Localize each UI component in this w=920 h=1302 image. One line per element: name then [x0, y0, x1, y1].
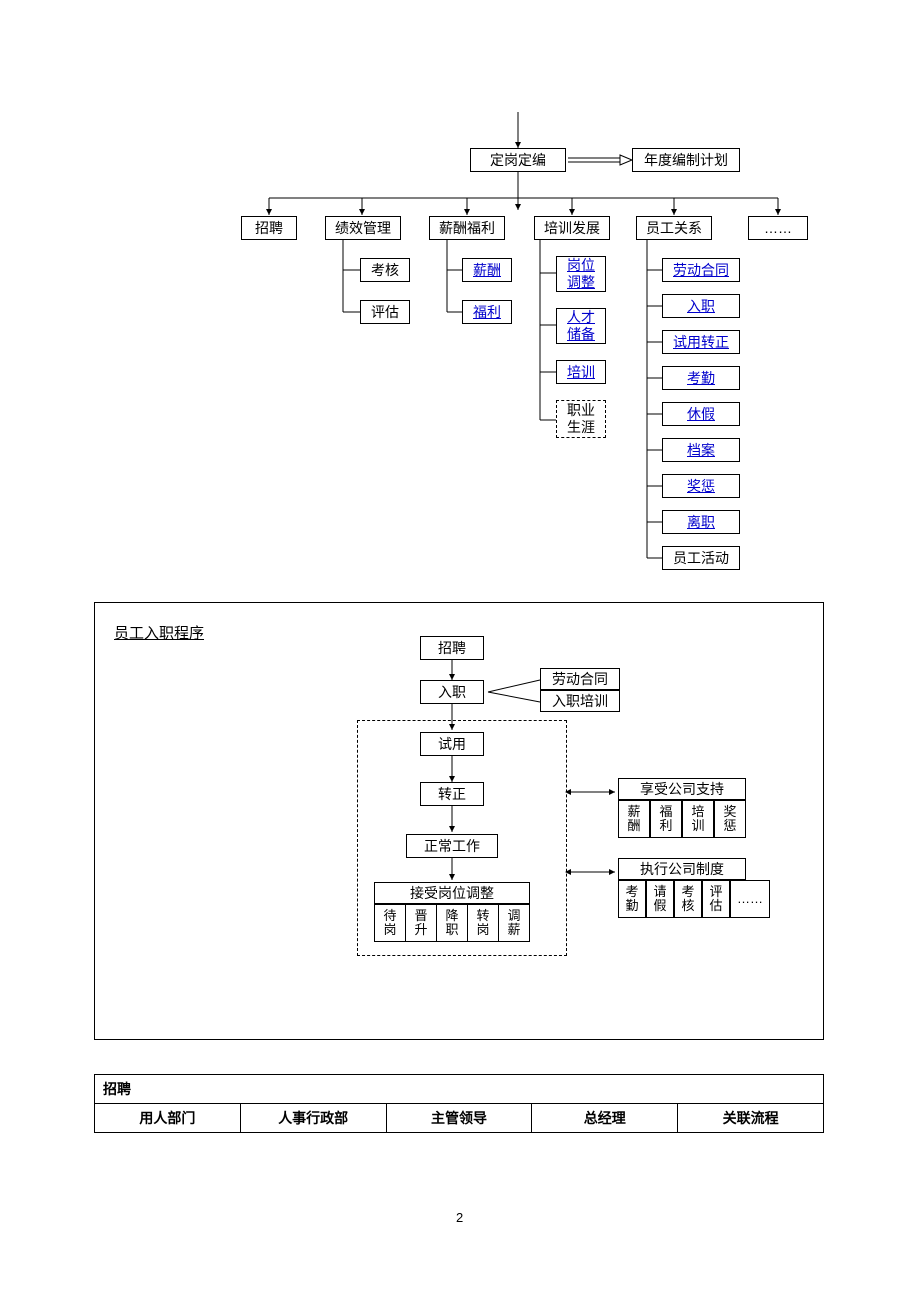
adjust-4: 调 薪: [498, 904, 530, 942]
label: 档案: [687, 442, 715, 459]
emp-child-7[interactable]: 离职: [662, 510, 740, 534]
label: 劳动合同: [673, 262, 729, 279]
label: 入职: [438, 684, 466, 701]
support-0: 薪 酬: [618, 800, 650, 838]
label: ……: [764, 220, 792, 237]
onboard-title: 员工入职程序: [114, 622, 204, 643]
perf-child-0: 考核: [360, 258, 410, 282]
train-child-0[interactable]: 岗位 调整: [556, 256, 606, 292]
support-1: 福 利: [650, 800, 682, 838]
adjust-1: 晋 升: [405, 904, 437, 942]
label: 考核: [371, 262, 399, 279]
step-recruit: 招聘: [420, 636, 484, 660]
col-0: 用人部门: [95, 1104, 241, 1133]
label: 员工活动: [673, 550, 729, 567]
page: 定岗定编 年度编制计划 招聘 绩效管理 薪酬福利 培训发展 员工关系 …… 考核…: [0, 0, 920, 1302]
perf-child-1: 评估: [360, 300, 410, 324]
label: 入职: [687, 298, 715, 315]
comp-child-1[interactable]: 福利: [462, 300, 512, 324]
label: 接受岗位调整: [410, 885, 494, 902]
tbl-title: 招聘: [95, 1075, 824, 1104]
label: 绩效管理: [335, 220, 391, 237]
label: 执行公司制度: [640, 861, 724, 878]
node-root: 定岗定编: [470, 148, 566, 172]
branch-train: 培训发展: [534, 216, 610, 240]
label: 休假: [687, 406, 715, 423]
label: 享受公司支持: [640, 781, 724, 798]
adjust-0: 待 岗: [374, 904, 406, 942]
system-4: ……: [730, 880, 770, 918]
label: 评估: [371, 304, 399, 321]
adjust-3: 转 岗: [467, 904, 499, 942]
branch-more: ……: [748, 216, 808, 240]
col-2: 主管领导: [386, 1104, 532, 1133]
side-train: 入职培训: [540, 690, 620, 712]
label-root: 定岗定编: [490, 152, 546, 169]
emp-child-3[interactable]: 考勤: [662, 366, 740, 390]
emp-child-8: 员工活动: [662, 546, 740, 570]
emp-child-4[interactable]: 休假: [662, 402, 740, 426]
branch-perf: 绩效管理: [325, 216, 401, 240]
system-2: 考 核: [674, 880, 702, 918]
label: 奖惩: [687, 478, 715, 495]
col-3: 总经理: [532, 1104, 678, 1133]
comp-child-0[interactable]: 薪酬: [462, 258, 512, 282]
node-annual-plan: 年度编制计划: [632, 148, 740, 172]
adjust-header: 接受岗位调整: [374, 882, 530, 904]
col-4: 关联流程: [678, 1104, 824, 1133]
system-3: 评 估: [702, 880, 730, 918]
label: 薪酬福利: [439, 220, 495, 237]
support-3: 奖 惩: [714, 800, 746, 838]
adjust-2: 降 职: [436, 904, 468, 942]
label: 正常工作: [424, 838, 480, 855]
step-work: 正常工作: [406, 834, 498, 858]
emp-child-0[interactable]: 劳动合同: [662, 258, 740, 282]
label: 人才 储备: [567, 309, 595, 343]
train-child-2[interactable]: 培训: [556, 360, 606, 384]
step-onboard: 入职: [420, 680, 484, 704]
label: 薪酬: [473, 262, 501, 279]
branch-recruit: 招聘: [241, 216, 297, 240]
label: 福利: [473, 304, 501, 321]
label: 职业 生涯: [567, 402, 595, 436]
label: 培训发展: [544, 220, 600, 237]
emp-child-6[interactable]: 奖惩: [662, 474, 740, 498]
step-regular: 转正: [420, 782, 484, 806]
emp-child-1[interactable]: 入职: [662, 294, 740, 318]
system-0: 考 勤: [618, 880, 646, 918]
side-contract: 劳动合同: [540, 668, 620, 690]
step-trial: 试用: [420, 732, 484, 756]
label: 岗位 调整: [567, 257, 595, 291]
train-child-3: 职业 生涯: [556, 400, 606, 438]
label: 转正: [438, 786, 466, 803]
branch-comp: 薪酬福利: [429, 216, 505, 240]
label-annual-plan: 年度编制计划: [644, 152, 728, 169]
train-child-1[interactable]: 人才 储备: [556, 308, 606, 344]
label: 招聘: [255, 220, 283, 237]
branch-emp: 员工关系: [636, 216, 712, 240]
page-number: 2: [456, 1210, 463, 1225]
label: 考勤: [687, 370, 715, 387]
support-2: 培 训: [682, 800, 714, 838]
col-1: 人事行政部: [240, 1104, 386, 1133]
label: 员工关系: [646, 220, 702, 237]
system-header: 执行公司制度: [618, 858, 746, 880]
top-tree-lines: [0, 0, 920, 600]
recruit-table: 招聘 用人部门 人事行政部 主管领导 总经理 关联流程: [94, 1074, 824, 1133]
label: 劳动合同: [552, 671, 608, 688]
emp-child-5[interactable]: 档案: [662, 438, 740, 462]
label: 离职: [687, 514, 715, 531]
label: 培训: [567, 364, 595, 381]
emp-child-2[interactable]: 试用转正: [662, 330, 740, 354]
label: 试用转正: [673, 334, 729, 351]
support-header: 享受公司支持: [618, 778, 746, 800]
label: 入职培训: [552, 693, 608, 710]
system-1: 请 假: [646, 880, 674, 918]
label: 试用: [438, 736, 466, 753]
label: 招聘: [438, 640, 466, 657]
